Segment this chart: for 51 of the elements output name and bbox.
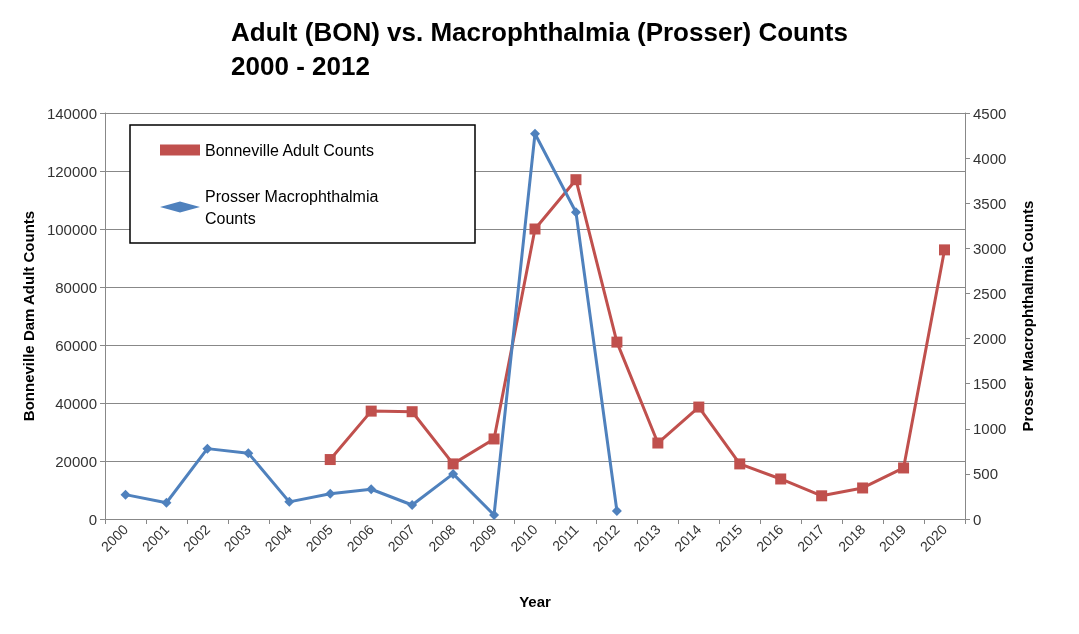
y-tick-label: 80000 bbox=[55, 278, 97, 296]
point bbox=[734, 458, 746, 470]
y-tick-label: 140000 bbox=[46, 104, 97, 122]
legend-label: Bonneville Adult Counts bbox=[205, 141, 374, 159]
point bbox=[202, 443, 213, 454]
y-tick-label: 60000 bbox=[55, 336, 97, 354]
point bbox=[611, 505, 622, 516]
y2-tick-label: 4000 bbox=[973, 149, 1007, 167]
y2-tick-label: 3000 bbox=[973, 239, 1007, 257]
point bbox=[324, 454, 336, 466]
point bbox=[407, 500, 418, 511]
point bbox=[161, 497, 172, 508]
y-tick-label: 0 bbox=[88, 510, 97, 528]
point bbox=[652, 437, 664, 449]
y2-tick-label: 500 bbox=[973, 465, 999, 483]
point bbox=[570, 207, 581, 218]
y2-axis-title: Prosser Macrophthalmia Counts bbox=[1019, 200, 1036, 432]
y2-tick-label: 2500 bbox=[973, 284, 1007, 302]
y2-tick-label: 1000 bbox=[973, 420, 1007, 438]
point bbox=[120, 489, 131, 500]
y2-tick-label: 2000 bbox=[973, 330, 1007, 348]
y2-tick-label: 3500 bbox=[973, 194, 1007, 212]
point bbox=[488, 433, 500, 445]
point bbox=[448, 468, 459, 479]
point bbox=[243, 448, 254, 459]
y-tick-label: 100000 bbox=[46, 220, 97, 238]
x-axis-title: Year bbox=[519, 593, 552, 610]
point bbox=[693, 401, 705, 413]
point bbox=[775, 473, 787, 485]
point bbox=[325, 488, 336, 499]
y-tick-label: 120000 bbox=[46, 162, 97, 180]
y2-tick-label: 4500 bbox=[973, 104, 1007, 122]
point bbox=[366, 484, 377, 495]
y-axis-title: Bonneville Dam Adult Counts bbox=[20, 210, 38, 422]
chart-title: Adult (BON) vs. Macrophthalmia (Prosser) Counts 2000 - 2012 bbox=[231, 17, 848, 81]
point bbox=[570, 174, 582, 186]
y2-tick-label: 0 bbox=[973, 510, 982, 528]
legend-label: Prosser Macrophthalmia Counts bbox=[205, 187, 383, 227]
y2-tick-label: 1500 bbox=[973, 375, 1007, 393]
point bbox=[816, 490, 828, 502]
point bbox=[406, 406, 418, 418]
y-tick-label: 40000 bbox=[55, 394, 97, 412]
y-tick-label: 20000 bbox=[55, 452, 97, 470]
point bbox=[529, 223, 541, 235]
point bbox=[857, 482, 869, 494]
point bbox=[284, 496, 295, 507]
point bbox=[939, 244, 951, 256]
point bbox=[898, 462, 910, 474]
point bbox=[365, 405, 377, 417]
point bbox=[447, 458, 459, 470]
point bbox=[611, 336, 623, 348]
